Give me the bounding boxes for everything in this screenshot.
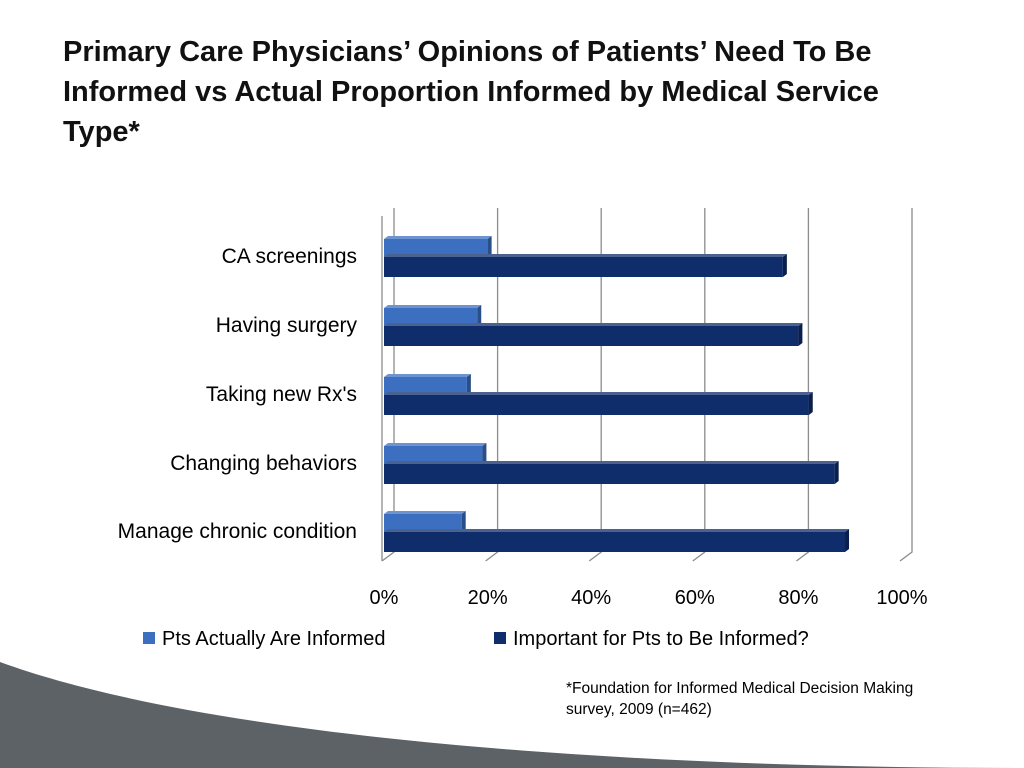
bar-important [384,254,787,277]
x-tick-label: 20% [468,587,508,609]
category-label: Having surgery [216,314,358,337]
category-label: CA screenings [222,245,357,268]
legend-label: Pts Actually Are Informed [162,628,385,650]
legend: Pts Actually Are Informed Important for P… [143,628,809,650]
x-tick-label: 40% [571,587,611,609]
legend-swatch [494,632,506,644]
bar-important [384,529,850,552]
gridline [899,208,913,562]
slide-title: Primary Care Physicians’ Opinions of Pat… [63,36,879,148]
x-axis-ticks: 0% 20% 40% 60% 80% 100% [370,587,928,609]
legend-swatch [143,632,155,644]
category-labels: CA screenings Having surgery Taking new Rx… [118,245,358,543]
footnote-line-2: survey, 2009 (n=462) [566,701,712,718]
legend-item-informed: Pts Actually Are Informed [143,628,385,650]
x-tick-label: 60% [675,587,715,609]
bar-important [384,323,803,346]
x-tick-label: 0% [370,587,399,609]
bar-important [384,461,839,484]
x-tick-label: 80% [778,587,818,609]
category-label: Manage chronic condition [118,520,357,543]
category-label: Taking new Rx's [206,383,357,406]
bars [384,236,850,552]
footnote-line-1: *Foundation for Informed Medical Decisio… [566,680,914,697]
bar-important [384,392,813,415]
legend-item-important: Important for Pts to Be Informed? [494,628,809,650]
footer-band [0,662,1024,768]
gridline [796,208,810,562]
legend-label: Important for Pts to Be Informed? [513,628,809,650]
bar-chart: CA screenings Having surgery Taking new Rx… [118,208,928,650]
x-tick-label: 100% [876,587,927,609]
footnote: *Foundation for Informed Medical Decisio… [566,678,1016,720]
category-label: Changing behaviors [170,452,357,475]
